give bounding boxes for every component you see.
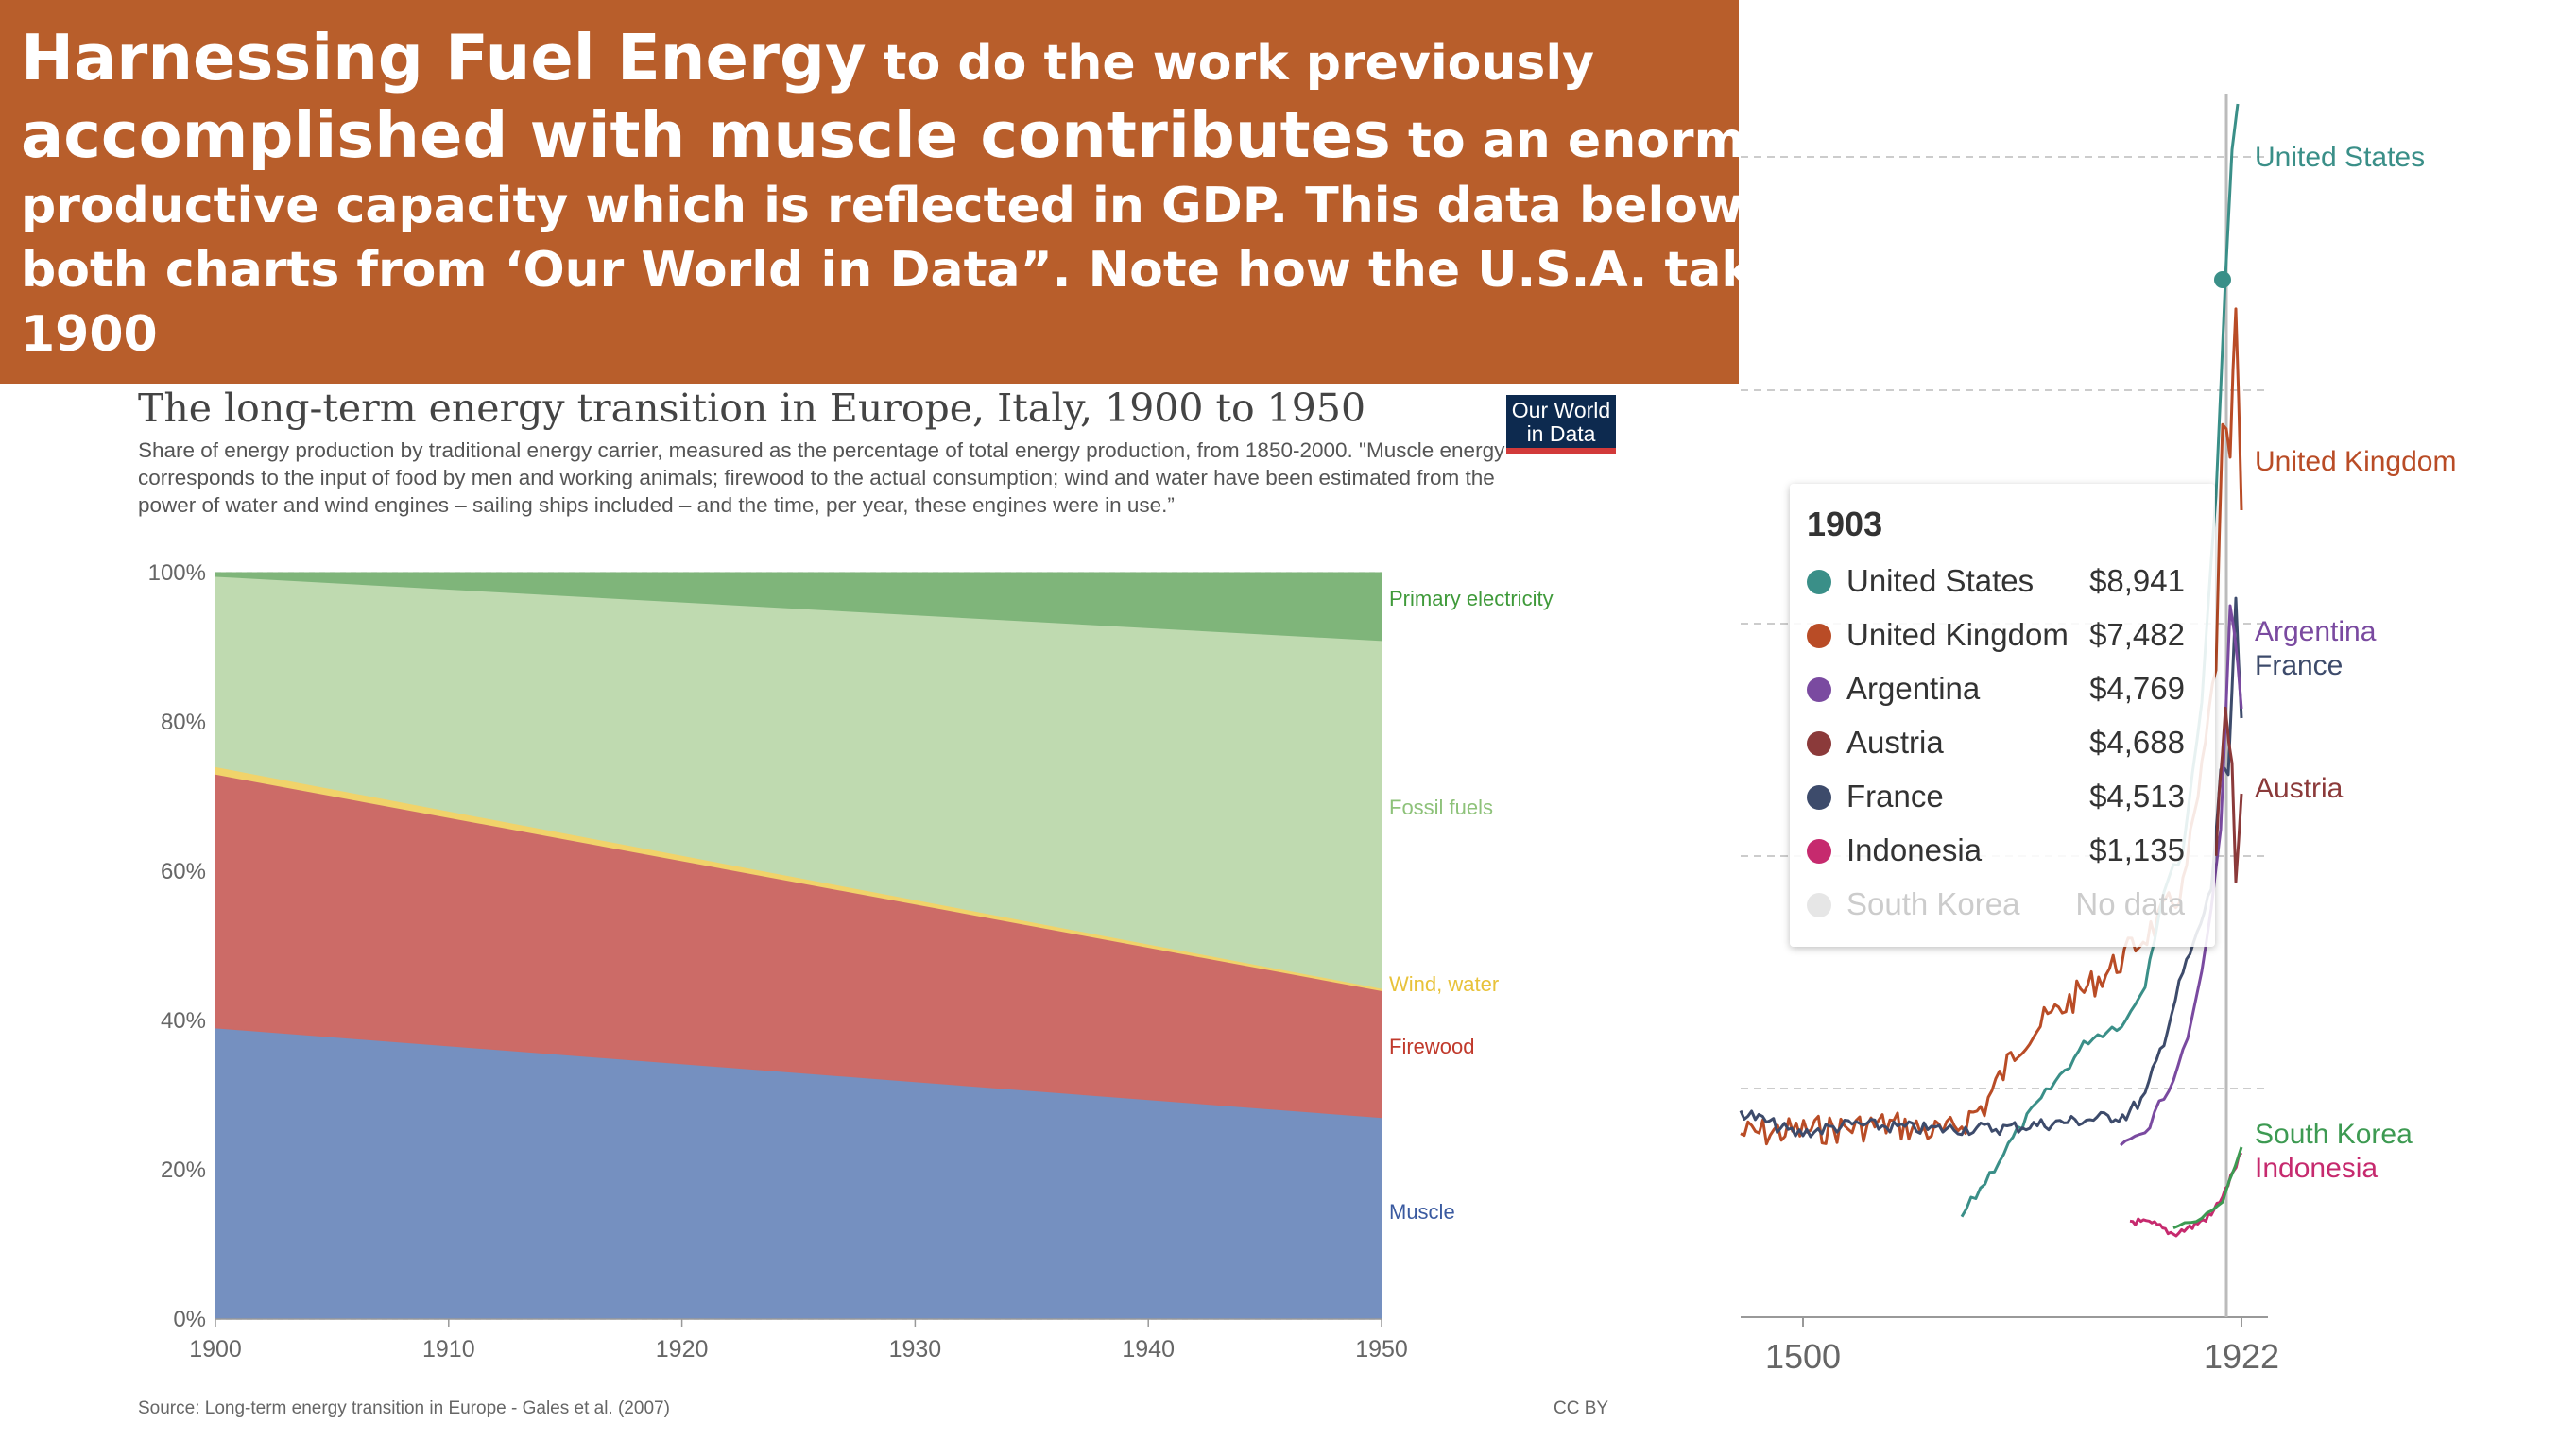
- banner-text-1: to do the work previously: [866, 35, 1595, 92]
- x-tick-label: 1922: [2204, 1337, 2279, 1376]
- x-tick-label: 1940: [1122, 1336, 1175, 1363]
- tooltip-row: Argentina $4,769: [1807, 667, 2204, 714]
- owid-logo[interactable]: Our World in Data: [1506, 395, 1616, 454]
- y-tick-label: 60%: [161, 859, 206, 884]
- banner-text-4: both charts from ‘Our World in Data”. No…: [21, 242, 1741, 299]
- banner-text-2: to an enormous rise in: [1408, 112, 1741, 169]
- series-label: Muscle: [1389, 1200, 1455, 1224]
- tooltip-row: South Korea No data: [1807, 883, 2204, 930]
- tooltip-row: France $4,513: [1807, 775, 2204, 822]
- series-label: South Korea: [2255, 1119, 2413, 1150]
- y-tick-label: 100%: [148, 560, 206, 586]
- line-france: [1739, 596, 2243, 1139]
- tooltip-value: $4,688: [2089, 725, 2185, 760]
- tooltip-country: Austria: [1846, 725, 1944, 760]
- tooltip-value: No data: [2075, 886, 2185, 921]
- tooltip-row: Austria $4,688: [1807, 721, 2204, 768]
- chart-title: The long-term energy transition in Europ…: [138, 386, 1366, 431]
- logo-line-1: Our World: [1511, 398, 1611, 422]
- legend-dot-icon: [1807, 624, 1831, 648]
- x-tick-label: 1900: [189, 1336, 242, 1363]
- line-argentina: [2120, 604, 2243, 1147]
- series-label: Argentina: [2255, 616, 2377, 647]
- legend-dot-icon: [1807, 677, 1831, 702]
- x-tick-label: 1920: [656, 1336, 709, 1363]
- legend-dot-icon: [1807, 893, 1831, 917]
- series-label: Fossil fuels: [1389, 796, 1493, 819]
- chart-source: Source: Long-term energy transition in E…: [138, 1398, 670, 1418]
- x-tick-label: 1930: [889, 1336, 942, 1363]
- series-label: Indonesia: [2255, 1153, 2378, 1184]
- series-label: Firewood: [1389, 1035, 1474, 1058]
- legend-dot-icon: [1807, 570, 1831, 594]
- tooltip-row: United Kingdom $7,482: [1807, 613, 2204, 660]
- tooltip-value: $4,513: [2089, 779, 2185, 814]
- chart-tooltip: 1903 United States $8,941 United Kingdom $7…: [1790, 484, 2215, 947]
- y-tick-label: 80%: [161, 710, 206, 735]
- hover-point: [2214, 271, 2231, 288]
- banner-highlight-2: accomplished with muscle contributes: [21, 98, 1391, 172]
- series-label: Wind, water: [1389, 972, 1499, 996]
- series-label: France: [2255, 650, 2343, 681]
- banner-text-5: 1900: [21, 306, 158, 363]
- banner-highlight-1: Harnessing Fuel Energy: [21, 21, 867, 94]
- tooltip-country: United States: [1846, 563, 2035, 598]
- line-indonesia: [2129, 1152, 2243, 1238]
- x-tick-label: 1950: [1355, 1336, 1408, 1363]
- legend-dot-icon: [1807, 731, 1831, 756]
- energy-area-chart: 0% 20% 40% 60% 80% 100% Muscle Firewood Wind, wa…: [148, 560, 1554, 1363]
- chart-subtitle: Share of energy production by traditiona…: [138, 438, 1505, 517]
- series-label: United States: [2255, 142, 2425, 173]
- tooltip-row: Indonesia $1,135: [1807, 829, 2204, 876]
- tooltip-value: $1,135: [2089, 832, 2185, 867]
- line-austria: [2214, 706, 2243, 883]
- tooltip-value: $7,482: [2089, 617, 2185, 652]
- tooltip-country: France: [1846, 779, 1944, 814]
- title-banner: Harnessing Fuel Energy to do the work pr…: [0, 0, 1741, 384]
- series-label: Austria: [2255, 773, 2344, 804]
- x-tick-label: 1500: [1765, 1337, 1841, 1376]
- y-tick-label: 40%: [161, 1008, 206, 1034]
- tooltip-value: $8,941: [2089, 563, 2185, 598]
- chart-license: CC BY: [1554, 1398, 1609, 1418]
- area-primary-electricity: [215, 572, 1382, 642]
- tooltip-value: $4,769: [2089, 671, 2185, 706]
- tooltip-country: United Kingdom: [1846, 617, 2069, 652]
- tooltip-row: United States $8,941: [1807, 559, 2204, 607]
- legend-dot-icon: [1807, 839, 1831, 864]
- x-tick-label: 1910: [422, 1336, 475, 1363]
- y-tick-label: 0%: [173, 1307, 206, 1332]
- legend-dot-icon: [1807, 785, 1831, 810]
- series-label: Primary electricity: [1389, 587, 1554, 610]
- tooltip-year: 1903: [1807, 505, 1883, 543]
- logo-line-2: in Data: [1526, 421, 1596, 446]
- banner-text-3: productive capacity which is reflected i…: [21, 178, 1741, 234]
- tooltip-country: Indonesia: [1846, 832, 1983, 867]
- series-label: United Kingdom: [2255, 446, 2456, 477]
- line-south-korea: [2172, 1146, 2243, 1229]
- y-tick-label: 20%: [161, 1157, 206, 1183]
- tooltip-country: Argentina: [1846, 671, 1981, 706]
- tooltip-country: South Korea: [1846, 886, 2020, 921]
